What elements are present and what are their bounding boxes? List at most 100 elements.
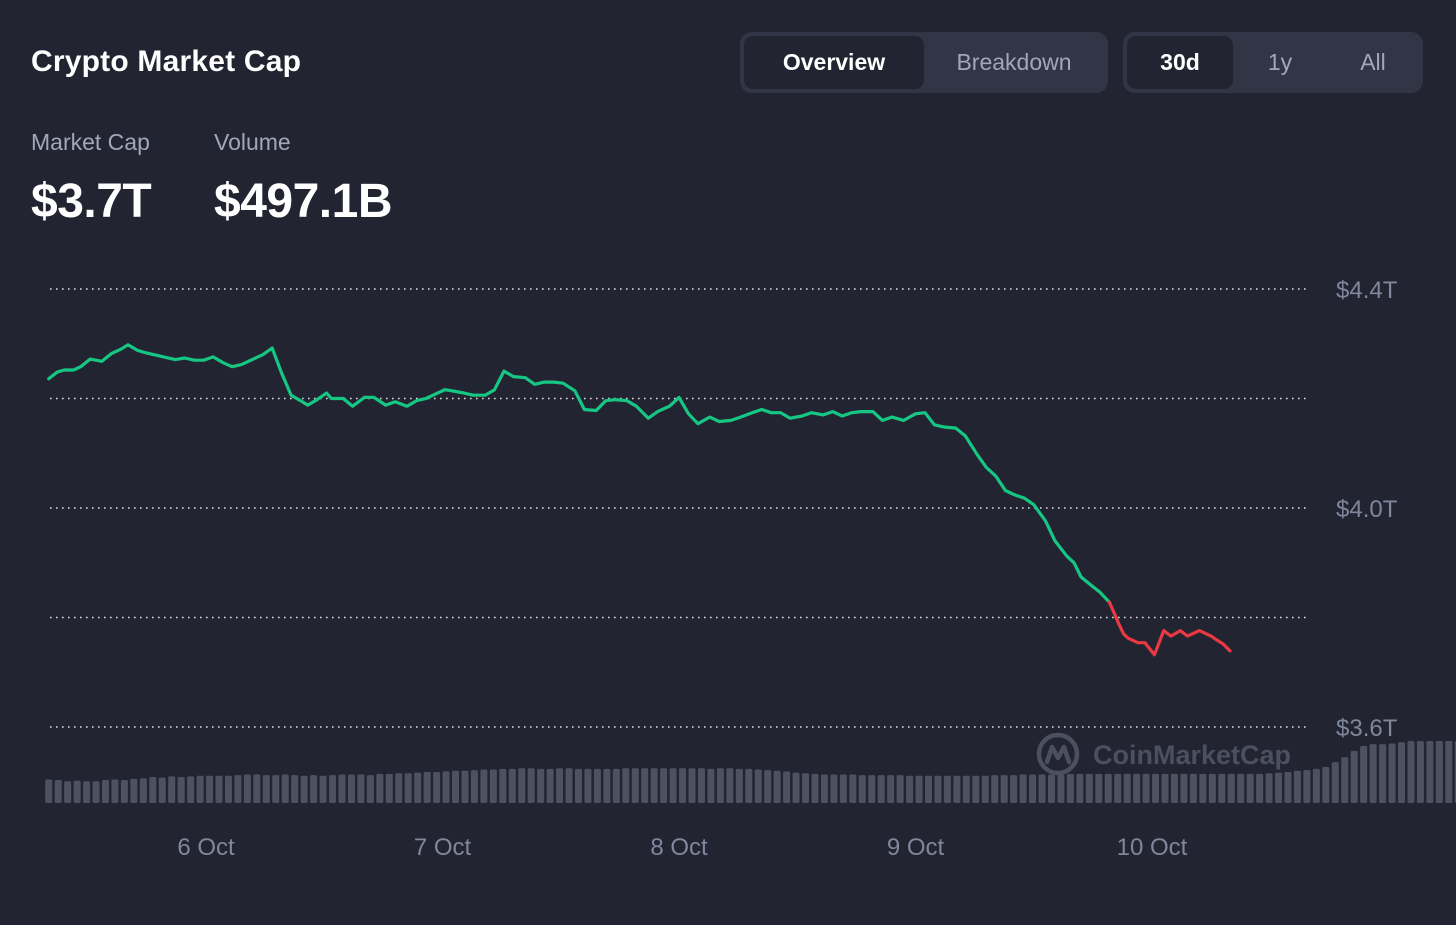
volume-bar [915,775,923,803]
volume-bar [783,771,791,803]
volume-bar [1275,772,1283,803]
y-axis-ticks: $4.4T $4.0T $3.6T [1336,277,1398,742]
volume-bar [612,768,620,803]
volume-bar [802,773,810,803]
volume-bar [839,774,847,803]
volume-label: Volume [214,129,291,155]
volume-bar [868,775,876,803]
volume-bar [726,768,734,803]
volume-bar [1445,741,1453,803]
tab-overview[interactable]: Overview [744,36,924,89]
page-title: Crypto Market Cap [31,45,302,78]
volume-bar [1360,745,1368,803]
volume-bar [45,779,53,803]
volume-bar [650,768,658,803]
chart-gridlines [50,288,1308,728]
range-30d-button[interactable]: 30d [1127,36,1233,89]
volume-bar [565,768,573,803]
volume-bar [253,774,261,803]
volume-bar [1246,773,1254,803]
volume-bar [1189,773,1197,803]
volume-bar [631,768,639,803]
volume-bar [527,768,535,803]
range-1y-button[interactable]: 1y [1267,49,1293,75]
volume-bar [1066,773,1074,803]
volume-bar [1142,773,1150,803]
volume-bar [953,775,961,803]
volume-bar [64,781,72,803]
volume-bar [54,780,62,803]
volume-bar [1435,741,1443,803]
coinmarketcap-logo-icon [1036,732,1080,776]
volume-bar [735,768,743,803]
volume-bar [329,775,337,803]
volume-bar [1133,773,1141,803]
volume-bar [707,768,715,803]
volume-bar [1170,773,1178,803]
volume-bar [414,772,422,803]
volume-bar [934,775,942,803]
volume-bar [1114,773,1122,803]
volume-bar [1199,773,1207,803]
tab-breakdown[interactable]: Breakdown [956,49,1072,75]
volume-bar [433,772,441,803]
volume-bar [537,768,545,803]
range-toggle: 30d 1y All [1123,32,1423,93]
volume-bar [366,775,374,803]
volume-bar [943,775,951,803]
series-line-down [1107,600,1232,657]
x-axis-ticks: 6 Oct 7 Oct 8 Oct 9 Oct 10 Oct [177,834,1187,861]
volume-bar [499,768,507,803]
volume-bar [215,775,223,803]
volume-bar [310,775,318,803]
volume-bar [792,772,800,803]
volume-bar [1047,774,1055,803]
volume-bar [991,775,999,803]
volume-bar [574,768,582,803]
volume-bar [73,780,81,803]
volume-bar [1038,774,1046,803]
volume-bar [1208,773,1216,803]
volume-bar [319,775,327,803]
volume-bar [896,775,904,803]
volume-bar [1057,774,1065,803]
volume-bar [1331,762,1339,803]
y-tick-label: $4.0T [1336,496,1398,523]
volume-bar [300,775,308,803]
x-tick-label: 8 Oct [650,834,708,861]
volume-bar [584,768,592,803]
volume-bar [622,768,630,803]
volume-value: $497.1B [214,175,392,228]
volume-bar [1312,768,1320,803]
volume-bar [773,770,781,803]
volume-bar [754,769,762,803]
volume-bar [385,773,393,803]
volume-bar [1029,774,1037,803]
volume-bar [981,775,989,803]
volume-bar [130,778,138,803]
volume-bar [243,774,251,803]
volume-bar [1407,741,1415,803]
volume-bar [111,779,119,803]
x-tick-label: 9 Oct [887,834,945,861]
volume-bar [139,778,147,803]
volume-bar [1152,773,1160,803]
volume-bar [697,768,705,803]
range-all-button[interactable]: All [1360,49,1386,75]
volume-bar [518,768,526,803]
volume-bar [1350,750,1358,803]
volume-bar [745,768,753,803]
volume-bar [376,773,384,803]
volume-bar [489,769,497,803]
volume-bar [849,774,857,803]
volume-bar [1265,773,1273,803]
volume-bar [120,780,128,803]
volume-bar [1369,744,1377,803]
volume-bar [546,768,554,803]
volume-bar [1293,770,1301,803]
market-cap-label: Market Cap [31,129,150,155]
volume-bar [660,768,668,803]
view-toggle: Overview Breakdown [740,32,1108,93]
volume-bar [1000,775,1008,803]
